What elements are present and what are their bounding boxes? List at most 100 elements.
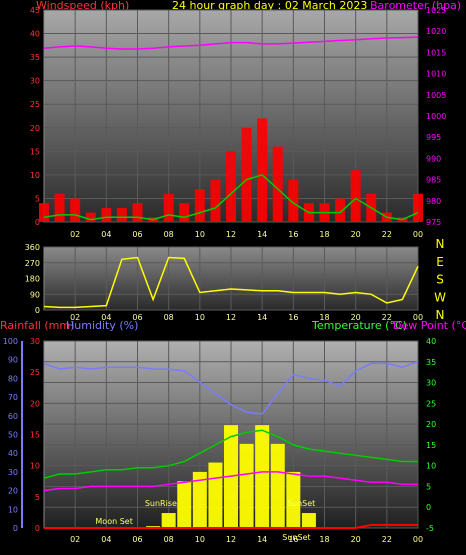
solar-bar [270, 443, 285, 528]
humidity-tick-label: 50 [8, 431, 18, 440]
gust-bar [413, 193, 423, 222]
solar-bar [255, 425, 270, 528]
temperature-axis-title: Temperature (°C) [312, 319, 407, 332]
rainfall-tick-label: 15 [30, 431, 40, 440]
gust-bar [116, 207, 127, 222]
direction-tick-label: 360 [25, 243, 40, 252]
humidity-tick-label: 0 [13, 524, 18, 533]
direction-tick-label: 180 [25, 275, 40, 284]
barometer-tick-label: 1020 [426, 27, 446, 36]
humidity-tick-label: 70 [8, 393, 18, 402]
gust-bar [179, 203, 190, 222]
direction-tick-label: 90 [30, 290, 40, 299]
gust-bar [350, 170, 361, 222]
barometer-tick-label: 975 [426, 218, 441, 227]
x-tick-label: 08 [164, 230, 174, 239]
x-tick-label: 02 [70, 313, 80, 322]
compass-label: E [436, 255, 444, 269]
temperature-tick-label: 25 [426, 399, 436, 408]
x-tick-label: 08 [164, 313, 174, 322]
barometer-tick-label: 1010 [426, 70, 446, 79]
rainfall-tick-label: 0 [35, 524, 40, 533]
wind-direction-line [43, 256, 419, 309]
temperature-tick-label: 0 [426, 503, 431, 512]
sun-moon-annotation: SunSet [282, 533, 310, 542]
temperature-tick-label: 35 [426, 358, 436, 367]
gust-bar [163, 193, 174, 222]
x-tick-label: 04 [101, 535, 111, 544]
humidity-tick-label: 100 [3, 337, 18, 346]
rainfall-tick-label: 30 [30, 337, 40, 346]
rainfall-tick-label: 25 [30, 368, 40, 377]
windspeed-tick-label: 40 [30, 30, 40, 39]
solar-bar [286, 471, 301, 528]
rainfall-tick-label: 20 [30, 399, 40, 408]
gust-bar [194, 189, 205, 222]
gust-bar [54, 193, 65, 222]
rainfall-line [44, 523, 418, 529]
temperature-tick-label: 20 [426, 420, 436, 429]
x-tick-label: 16 [288, 230, 298, 239]
barometer-tick-label: 995 [426, 133, 441, 142]
windspeed-axis-title: Windspeed (kph) [36, 0, 130, 12]
humidity-line [43, 360, 419, 415]
solar-bar [301, 513, 316, 528]
rainfall-tick-label: 5 [35, 493, 40, 502]
barometer-axis-title: Barometer (hpa) [370, 0, 462, 12]
compass-label: N [436, 308, 445, 322]
x-tick-label: 12 [226, 230, 236, 239]
barometer-tick-label: 990 [426, 154, 441, 163]
gust-bar [39, 203, 49, 222]
rainfall-axis-title: Rainfall (mm) [0, 319, 75, 332]
x-tick-label: 14 [257, 313, 267, 322]
windspeed-tick-label: 10 [30, 171, 40, 180]
solar-bar [177, 481, 192, 528]
x-tick-label: 00 [413, 230, 423, 239]
x-tick-label: 08 [164, 535, 174, 544]
dewpoint-axis-title: Dew Point (°C) [393, 319, 466, 332]
humidity-tick-label: 60 [8, 412, 18, 421]
gust-bar [288, 179, 299, 222]
windspeed-tick-label: 15 [30, 147, 40, 156]
x-tick-label: 02 [70, 230, 80, 239]
x-tick-label: 00 [413, 535, 423, 544]
compass-label: W [434, 290, 446, 304]
x-tick-label: 10 [195, 535, 205, 544]
x-tick-label: 18 [319, 535, 329, 544]
x-tick-label: 02 [70, 535, 80, 544]
x-tick-label: 06 [132, 313, 142, 322]
humidity-tick-label: 30 [8, 468, 18, 477]
x-tick-label: 20 [351, 313, 361, 322]
x-tick-label: 10 [195, 313, 205, 322]
x-tick-label: 04 [101, 313, 111, 322]
chart-title: 24 hour graph day : 02 March 2023 [172, 0, 368, 12]
x-tick-label: 06 [132, 535, 142, 544]
humidity-tick-label: 20 [8, 487, 18, 496]
direction-tick-label: 0 [35, 306, 40, 315]
barometer-tick-label: 1025 [426, 6, 446, 15]
x-tick-label: 16 [288, 313, 298, 322]
x-tick-label: 18 [319, 313, 329, 322]
sun-moon-annotation: SunSet [287, 499, 315, 508]
gust-bar [132, 203, 143, 222]
gust-bar [101, 207, 112, 222]
x-tick-label: 04 [101, 230, 111, 239]
solar-bar [239, 443, 254, 528]
humidity-axis-title: Humidity (%) [66, 319, 139, 332]
windspeed-tick-label: 35 [30, 53, 40, 62]
solar-bar [161, 513, 176, 528]
barometer-tick-label: 1000 [426, 112, 446, 121]
x-tick-label: 20 [351, 535, 361, 544]
compass-label: S [436, 273, 444, 287]
x-tick-label: 18 [319, 230, 329, 239]
gust-bar [210, 179, 221, 222]
windspeed-tick-label: 30 [30, 77, 40, 86]
humidity-tick-label: 10 [8, 505, 18, 514]
windspeed-tick-label: 0 [35, 218, 40, 227]
barometer-tick-label: 1015 [426, 48, 446, 57]
x-tick-label: 10 [195, 230, 205, 239]
direction-tick-label: 270 [25, 259, 40, 268]
x-tick-label: 22 [382, 535, 392, 544]
